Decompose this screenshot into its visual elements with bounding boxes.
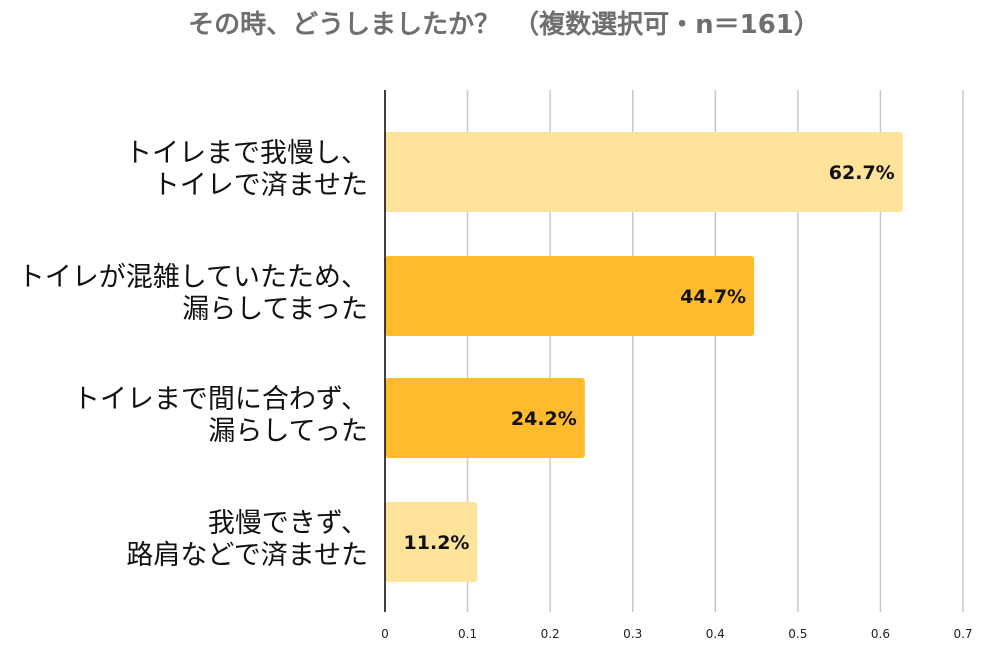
category-label: 漏らしてまった: [182, 294, 368, 325]
x-tick-label: 0.7: [953, 627, 972, 641]
data-label: 44.7%: [680, 286, 746, 308]
data-label: 62.7%: [829, 162, 895, 184]
x-tick-label: 0.6: [871, 627, 890, 641]
bar: [385, 132, 903, 212]
x-tick-label: 0: [381, 627, 389, 641]
bar: [385, 256, 755, 336]
data-label: 24.2%: [511, 408, 577, 430]
category-label: トイレまで我慢し、: [125, 138, 368, 169]
category-label: トイレまで間に合わず、: [73, 384, 368, 415]
data-label: 11.2%: [404, 532, 470, 554]
category-label: 漏らしてった: [208, 416, 368, 447]
category-label: 我慢できず、: [208, 508, 368, 539]
x-tick-label: 0.3: [623, 627, 642, 641]
category-label: トイレで済ませた: [153, 170, 368, 201]
data-labels: 62.7% 44.7% 24.2% 11.2%: [404, 162, 895, 554]
bar: [385, 378, 585, 458]
category-label: 路肩などで済ませた: [126, 540, 368, 571]
x-tick-label: 0.4: [706, 627, 725, 641]
chart-title: その時、どうしましたか？ （複数選択可・n＝161）: [188, 10, 820, 40]
category-label: トイレが混雑していたため、: [18, 262, 368, 293]
x-tick-labels: 0 0.1 0.2 0.3 0.4 0.5 0.6 0.7: [381, 627, 972, 641]
bar: [385, 502, 478, 582]
x-tick-label: 0.5: [788, 627, 807, 641]
x-tick-label: 0.1: [458, 627, 477, 641]
x-tick-label: 0.2: [541, 627, 560, 641]
category-labels: トイレまで我慢し、トイレで済ませたトイレが混雑していたため、漏らしてまったトイレ…: [18, 138, 368, 571]
bars: [385, 132, 903, 582]
